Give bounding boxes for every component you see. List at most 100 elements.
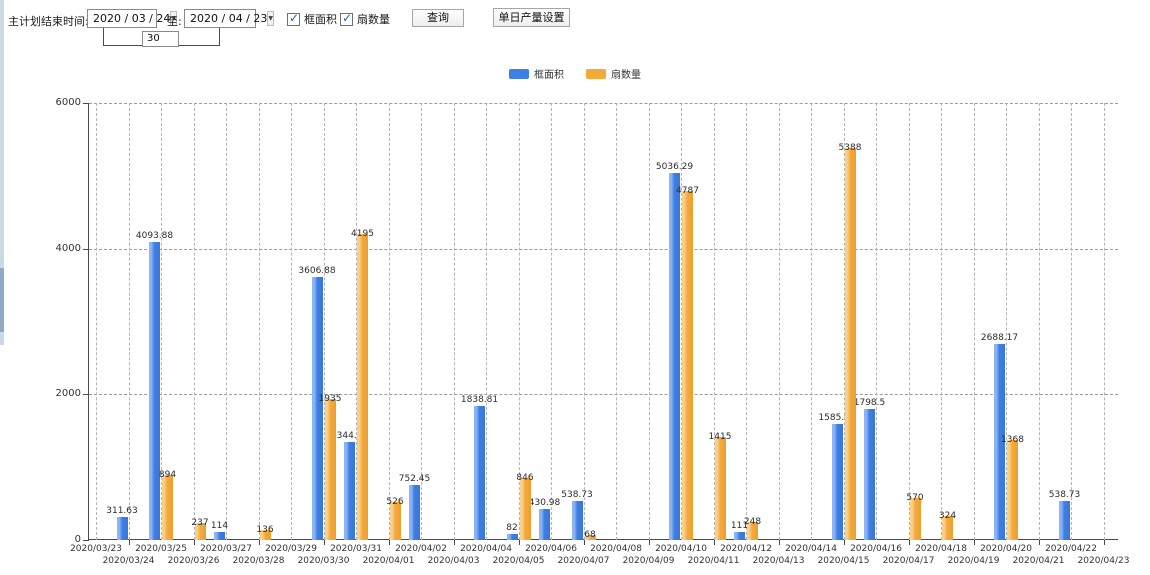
frame-area-checkbox[interactable]: ✓: [287, 10, 300, 26]
x-gridline: [453, 103, 455, 540]
x-axis-tick: [128, 540, 130, 545]
x-axis-label: 2020/04/08: [590, 544, 642, 554]
legend-swatch-frame-area: [509, 68, 529, 79]
bar-value-label: 570: [906, 493, 924, 504]
x-gridline: [518, 103, 520, 540]
bar-value-label: 1838.81: [460, 395, 499, 406]
x-axis-label: 2020/04/13: [752, 556, 805, 566]
bar-value-label: 248: [743, 516, 762, 527]
query-button[interactable]: 查询: [412, 9, 464, 27]
to-label: 至:: [167, 15, 182, 28]
x-axis-label: 2020/04/21: [1012, 556, 1065, 566]
y-axis-label: 0: [74, 534, 81, 545]
date-range-connector-right: [219, 28, 220, 46]
bar-value-label: 136: [256, 525, 274, 536]
y-gridline: [89, 103, 1118, 104]
interval-days-input[interactable]: 30: [142, 31, 179, 47]
x-gridline: [1038, 103, 1040, 540]
x-gridline: [876, 103, 877, 540]
check-icon: ✓: [289, 10, 300, 25]
bar-value-label: 114: [210, 520, 229, 531]
x-axis-label: 2020/03/27: [200, 544, 252, 554]
bar-value-label: 538.73: [561, 489, 593, 500]
x-axis-tick: [388, 540, 390, 545]
bar-value-label: 538.73: [1048, 489, 1081, 500]
fan-count-checkbox[interactable]: ✓: [340, 11, 353, 26]
x-axis-label: 2020/03/28: [232, 556, 285, 566]
x-axis-label: 2020/04/22: [1045, 544, 1097, 554]
bar-value-label: 4093.88: [135, 230, 174, 241]
bar-value-label: 237: [191, 517, 209, 528]
x-axis-label: 2020/03/23: [70, 544, 122, 554]
bar-frame-area: [571, 500, 583, 540]
window-edge-strip-dark: [0, 268, 4, 332]
bar-value-label: 4195: [351, 229, 374, 240]
x-gridline: [843, 103, 845, 540]
bar-fan-count: [747, 521, 758, 540]
chevron-down-icon[interactable]: ▼: [267, 11, 275, 26]
chart-legend: 框面积 扇数量: [0, 66, 1150, 81]
x-axis-label: 2020/03/26: [167, 556, 220, 566]
bar-frame-area: [831, 424, 843, 540]
bar-fan-count: [682, 191, 693, 540]
x-gridline: [356, 103, 357, 540]
x-axis-tick: [518, 540, 520, 545]
y-axis-tick: [83, 394, 89, 396]
daily-output-settings-button[interactable]: 单日产量设置: [493, 8, 570, 27]
x-axis-label: 2020/04/07: [557, 556, 610, 566]
x-axis-label: 2020/04/01: [362, 556, 415, 566]
bar-value-label: 1415: [708, 431, 732, 442]
bar-value-label: 1798.5: [853, 398, 886, 408]
fan-count-checkbox-group[interactable]: ✓ 扇数量: [340, 11, 390, 27]
x-axis-tick: [713, 540, 715, 545]
bar-fan-count: [1007, 440, 1018, 540]
x-axis-label: 2020/04/04: [460, 544, 512, 554]
start-date-value: 2020 / 03 / 24: [93, 12, 171, 25]
x-axis-tick: [193, 540, 195, 545]
end-date-picker[interactable]: 2020 / 04 / 23 ▼: [184, 9, 275, 28]
x-gridline: [323, 103, 325, 540]
x-gridline: [551, 103, 552, 540]
window-edge-strip: [0, 0, 4, 345]
frame-area-checkbox-group[interactable]: ✓ 框面积: [287, 11, 337, 27]
bar-value-label: 5388: [838, 142, 862, 153]
x-axis-tick: [1038, 540, 1040, 545]
x-gridline: [973, 103, 975, 540]
x-gridline: [583, 103, 585, 540]
x-axis-label: 2020/03/24: [102, 556, 155, 566]
bar-fan-count: [259, 530, 271, 540]
y-axis-tick: [83, 103, 89, 104]
x-axis-label: 2020/04/23: [1077, 556, 1130, 566]
bar-value-label: 1585.96: [818, 413, 856, 424]
x-gridline: [616, 103, 617, 540]
bar-value-label: 5036.29: [655, 162, 694, 173]
plan-end-time-label: 主计划结束时间:: [8, 15, 89, 28]
bar-frame-area: [669, 173, 680, 540]
x-gridline: [1103, 103, 1105, 540]
x-gridline: [811, 103, 812, 540]
chevron-down-icon[interactable]: ▼: [170, 11, 178, 26]
x-gridline: [648, 103, 650, 540]
bar-value-label: 82: [506, 523, 518, 534]
x-gridline: [908, 103, 910, 540]
bar-frame-area: [474, 406, 485, 540]
y-gridline: [89, 394, 1118, 396]
x-gridline: [96, 103, 97, 540]
legend-label-fan-count: 扇数量: [611, 70, 641, 81]
bar-value-label: 111: [730, 520, 749, 531]
x-gridline: [388, 103, 390, 540]
x-axis-label: 2020/04/05: [492, 556, 545, 566]
bar-fan-count: [519, 478, 531, 540]
x-axis-label: 2020/04/15: [817, 556, 870, 566]
x-axis-label: 2020/04/10: [655, 544, 707, 554]
bar-value-label: 846: [516, 473, 534, 484]
bar-frame-area: [149, 241, 160, 540]
bar-value-label: 324: [938, 511, 957, 522]
x-axis-tick: [648, 540, 650, 545]
x-gridline: [258, 103, 260, 540]
bar-frame-area: [344, 442, 355, 540]
fan-count-checkbox-label: 扇数量: [357, 13, 390, 26]
start-date-picker[interactable]: 2020 / 03 / 24 ▼: [87, 9, 178, 28]
x-gridline: [681, 103, 682, 540]
x-axis-label: 2020/04/20: [980, 544, 1032, 554]
